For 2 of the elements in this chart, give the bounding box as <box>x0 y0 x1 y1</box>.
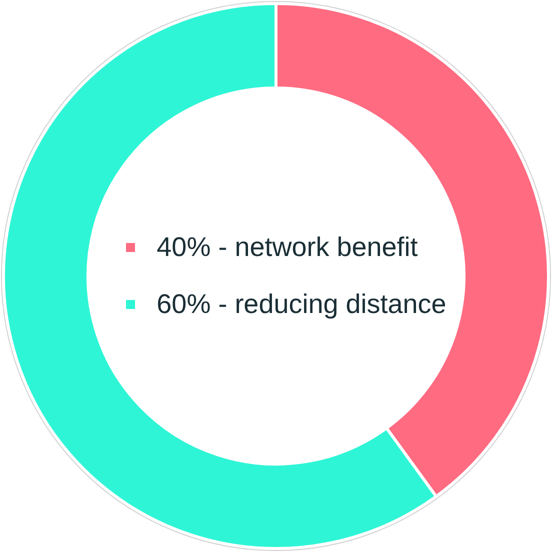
legend-label: 40% - network benefit <box>156 232 418 263</box>
legend-label: 60% - reducing distance <box>156 289 446 320</box>
